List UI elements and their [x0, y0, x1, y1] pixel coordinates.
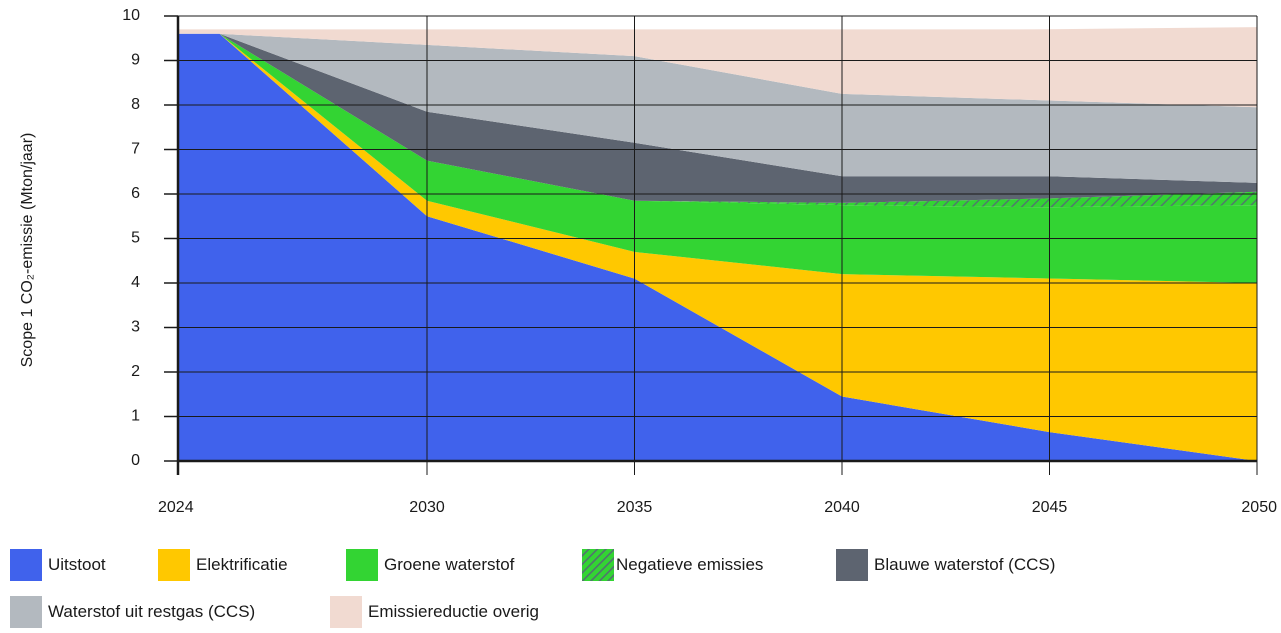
axes [164, 15, 1257, 475]
x-tick-label: 2024 [158, 499, 194, 516]
y-tick-label: 5 [131, 230, 140, 247]
y-axis-label: Scope 1 CO₂-emissie (Mton/jaar) [19, 133, 36, 368]
area-emissiereductie-overig [178, 27, 1257, 108]
y-tick-label: 1 [131, 408, 140, 425]
x-tick-label: 2030 [409, 499, 445, 516]
x-tick-label: 2040 [824, 499, 860, 516]
x-tick-labels: 2024 2030 2035 2040 2045 2050 [158, 499, 1277, 516]
x-tick-label: 2035 [617, 499, 653, 516]
area-elektrificatie [178, 33, 1257, 462]
stacked-areas [178, 27, 1257, 462]
y-tick-label: 6 [131, 185, 140, 202]
y-tick-labels: 0 1 2 3 4 5 6 7 8 9 10 [122, 7, 140, 469]
x-tick-label: 2050 [1241, 499, 1277, 516]
y-tick-label: 3 [131, 319, 140, 336]
y-tick-label: 10 [122, 7, 140, 24]
y-tick-label: 8 [131, 96, 140, 113]
y-tick-label: 2 [131, 363, 140, 380]
area-uitstoot [178, 33, 1257, 462]
gridlines [178, 15, 1258, 475]
y-tick-label: 9 [131, 52, 140, 69]
x-tick-label: 2045 [1032, 499, 1068, 516]
y-tick-label: 7 [131, 141, 140, 158]
area-groene-waterstof [178, 33, 1257, 283]
y-tick-label: 0 [131, 452, 140, 469]
area-waterstof-uit-restgas-ccs [178, 33, 1257, 183]
y-tick-label: 4 [131, 274, 140, 291]
area-blauwe-waterstof-ccs [178, 33, 1257, 203]
